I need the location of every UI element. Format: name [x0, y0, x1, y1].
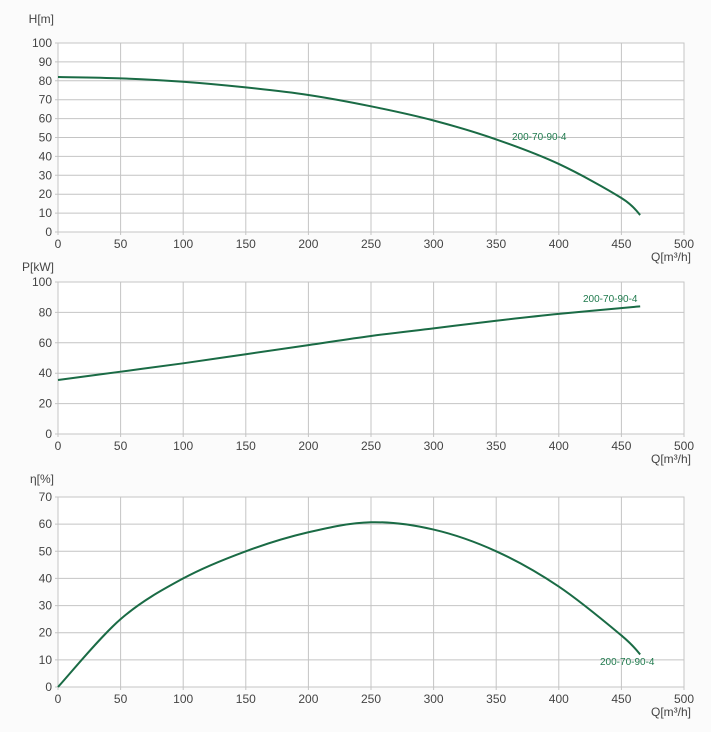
y-tick-label: 10: [39, 206, 53, 220]
y-tick-label: 40: [39, 571, 53, 585]
x-tick-label: 500: [674, 439, 694, 453]
y-tick-label: 70: [39, 490, 53, 504]
y-tick-label: 80: [39, 74, 53, 88]
x-tick-label: 250: [361, 237, 381, 251]
series-label: 200-70-90-4: [583, 294, 638, 305]
x-tick-label: 100: [173, 439, 193, 453]
x-tick-label: 400: [549, 237, 569, 251]
y-tick-label: 80: [39, 305, 53, 319]
x-tick-label: 200: [298, 439, 318, 453]
y-tick-label: 0: [45, 427, 52, 441]
x-tick-label: 300: [424, 439, 444, 453]
y-tick-label: 20: [39, 397, 53, 411]
x-tick-label: 450: [611, 237, 631, 251]
x-tick-label: 100: [173, 237, 193, 251]
x-tick-label: 450: [611, 439, 631, 453]
series-label: 200-70-90-4: [512, 132, 567, 143]
x-tick-label: 150: [236, 439, 256, 453]
y-tick-label: 50: [39, 131, 53, 145]
series-line: [57, 76, 641, 216]
y-tick-label: 100: [32, 275, 52, 289]
y-tick-label: 50: [39, 544, 53, 558]
y-axis-label: η[%]: [30, 472, 54, 486]
y-tick-label: 20: [39, 626, 53, 640]
x-tick-label: 500: [674, 692, 694, 706]
x-tick-label: 350: [486, 237, 506, 251]
x-tick-label: 250: [361, 692, 381, 706]
x-tick-label: 50: [114, 692, 128, 706]
y-tick-label: 0: [45, 225, 52, 239]
x-tick-label: 400: [549, 692, 569, 706]
y-tick-label: 100: [32, 36, 52, 50]
x-axis-label: Q[m³/h]: [651, 705, 691, 719]
x-tick-label: 350: [486, 439, 506, 453]
chart-panel-0: 0 50 100 150 200 250 300 350 400 450 500 0 10 20 30 40 5…: [29, 12, 695, 264]
x-tick-label: 400: [549, 439, 569, 453]
x-tick-label: 150: [236, 237, 256, 251]
x-tick-label: 300: [424, 237, 444, 251]
y-axis-label: P[kW]: [22, 260, 54, 274]
x-tick-label: 450: [611, 692, 631, 706]
x-tick-label: 350: [486, 692, 506, 706]
y-tick-label: 0: [45, 680, 52, 694]
x-tick-label: 50: [114, 237, 128, 251]
y-tick-label: 70: [39, 93, 53, 107]
y-tick-label: 60: [39, 112, 53, 126]
x-axis-label: Q[m³/h]: [651, 452, 691, 466]
x-tick-label: 200: [298, 237, 318, 251]
x-tick-label: 250: [361, 439, 381, 453]
y-tick-label: 30: [39, 168, 53, 182]
y-tick-label: 40: [39, 149, 53, 163]
series-line: [57, 521, 641, 688]
x-tick-label: 500: [674, 237, 694, 251]
x-tick-label: 100: [173, 692, 193, 706]
y-tick-label: 90: [39, 55, 53, 69]
x-tick-label: 0: [55, 439, 62, 453]
x-axis-label: Q[m³/h]: [651, 250, 691, 264]
chart-panel-1: 0 50 100 150 200 250 300 350 400 450 500 0 20 40 60 80 1…: [22, 260, 694, 466]
x-tick-label: 50: [114, 439, 128, 453]
y-tick-label: 30: [39, 599, 53, 613]
series-line: [57, 305, 641, 382]
x-tick-label: 150: [236, 692, 256, 706]
y-tick-label: 20: [39, 187, 53, 201]
y-tick-label: 40: [39, 366, 53, 380]
x-tick-label: 0: [55, 237, 62, 251]
y-tick-label: 10: [39, 653, 53, 667]
y-axis-label: H[m]: [29, 12, 54, 26]
chart-panel-2: 0 50 100 150 200 250 300 350 400 450 500 0 10 20 30 40 5…: [30, 472, 694, 719]
y-tick-label: 60: [39, 517, 53, 531]
x-tick-label: 0: [55, 692, 62, 706]
series-label: 200-70-90-4: [600, 657, 655, 668]
x-tick-label: 300: [424, 692, 444, 706]
y-tick-label: 60: [39, 336, 53, 350]
x-tick-label: 200: [298, 692, 318, 706]
